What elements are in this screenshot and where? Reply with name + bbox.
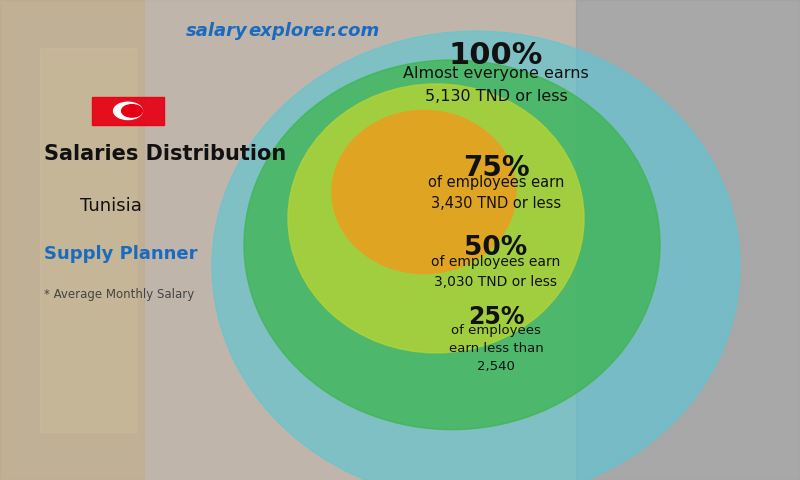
Text: explorer.com: explorer.com	[248, 22, 379, 40]
Text: earn less than: earn less than	[449, 342, 543, 355]
Text: of employees earn: of employees earn	[428, 175, 564, 190]
Text: Almost everyone earns: Almost everyone earns	[403, 66, 589, 81]
Circle shape	[114, 102, 142, 120]
Text: of employees: of employees	[451, 324, 541, 337]
Ellipse shape	[288, 84, 584, 353]
Bar	[576, 0, 800, 480]
Text: 5,130 TND or less: 5,130 TND or less	[425, 89, 567, 104]
Text: 3,430 TND or less: 3,430 TND or less	[431, 196, 561, 211]
Ellipse shape	[332, 110, 516, 274]
Text: 2,540: 2,540	[477, 360, 515, 373]
Ellipse shape	[244, 60, 660, 430]
Bar	[0, 0, 144, 480]
Text: 25%: 25%	[468, 305, 524, 329]
Text: of employees earn: of employees earn	[431, 255, 561, 269]
Text: 3,030 TND or less: 3,030 TND or less	[434, 275, 558, 288]
Text: 100%: 100%	[449, 41, 543, 70]
Bar	[92, 97, 164, 125]
Text: * Average Monthly Salary: * Average Monthly Salary	[44, 288, 194, 301]
Circle shape	[122, 105, 142, 117]
Text: Salaries Distribution: Salaries Distribution	[44, 144, 286, 164]
Text: salary: salary	[186, 22, 248, 40]
Bar	[40, 48, 136, 432]
Ellipse shape	[212, 31, 740, 480]
Text: 50%: 50%	[464, 235, 528, 261]
Text: 75%: 75%	[462, 154, 530, 181]
Text: Supply Planner: Supply Planner	[44, 245, 198, 263]
Text: Tunisia: Tunisia	[80, 197, 142, 215]
